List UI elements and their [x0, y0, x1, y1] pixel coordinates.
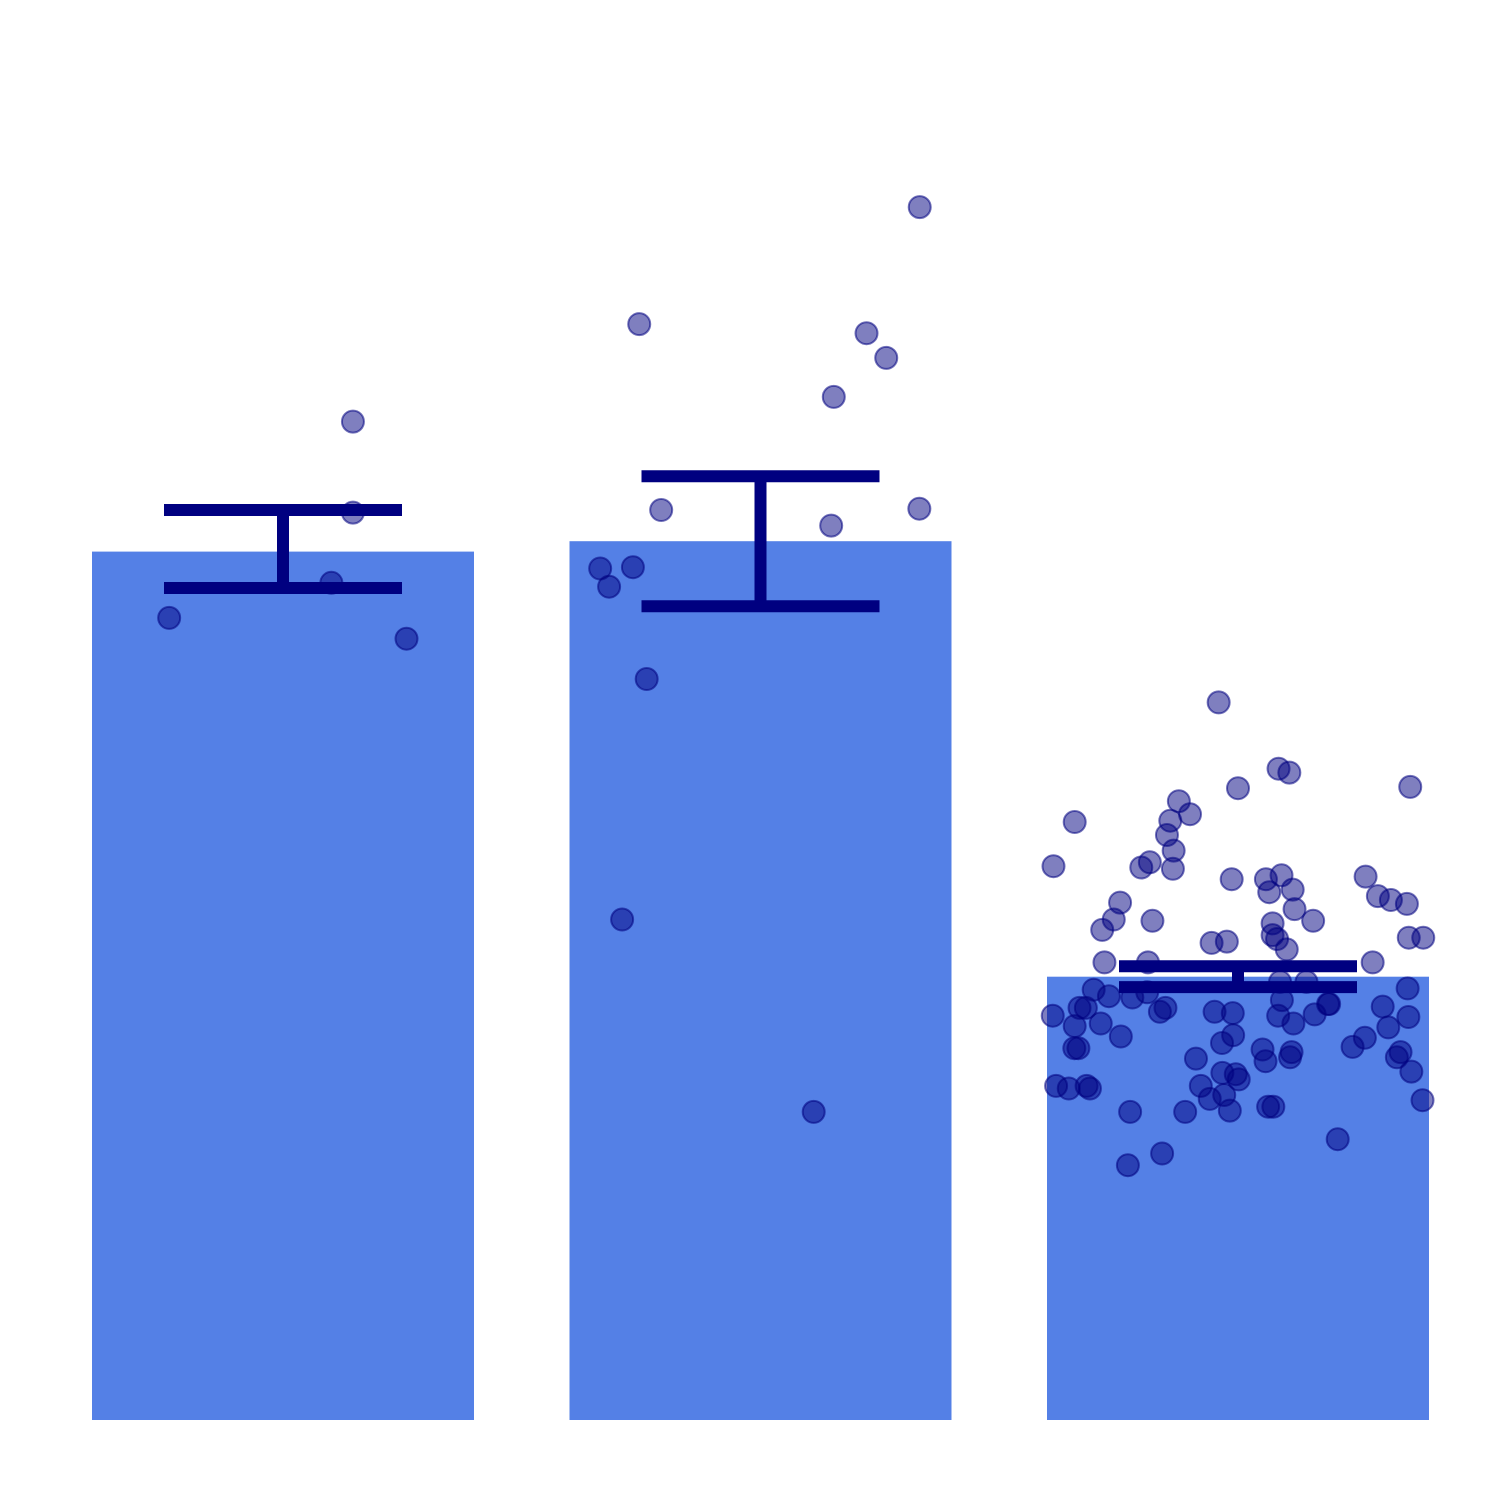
data-point [1278, 1045, 1303, 1070]
bars-layer [92, 541, 1429, 1420]
data-point [1178, 802, 1203, 827]
data-point [1325, 1127, 1350, 1152]
data-point [1073, 995, 1098, 1020]
data-point [1096, 984, 1121, 1009]
data-point [620, 555, 645, 580]
data-point [1062, 1014, 1087, 1039]
data-point [1202, 999, 1227, 1024]
data-point [394, 626, 419, 651]
data-point [1410, 1088, 1435, 1113]
data-point [1160, 856, 1185, 881]
data-point [634, 667, 659, 691]
data-point [1396, 1005, 1421, 1029]
data-point [1226, 776, 1250, 801]
data-point [1040, 1003, 1065, 1028]
data-point [1153, 995, 1178, 1020]
data-point [1140, 908, 1165, 933]
data-point [1214, 929, 1239, 954]
data-point [1388, 1040, 1413, 1065]
data-point [1398, 774, 1423, 799]
data-point [1253, 1049, 1278, 1074]
data-point [597, 574, 622, 599]
data-point [1226, 1067, 1251, 1092]
data-point [1120, 985, 1145, 1010]
data-point [819, 513, 844, 538]
data-point [801, 1099, 826, 1124]
data-point [1274, 937, 1299, 962]
data-point [1301, 908, 1326, 933]
data-point [1066, 1036, 1091, 1061]
data-point [1340, 1034, 1365, 1059]
data-point [1411, 925, 1436, 950]
data-point [1210, 1031, 1235, 1055]
error-bar-2 [641, 470, 880, 613]
data-point [1077, 1076, 1102, 1101]
data-point [1129, 855, 1154, 880]
data-point [1115, 1153, 1140, 1178]
data-point [821, 384, 846, 409]
data-point [1257, 880, 1282, 905]
data-point [340, 500, 365, 525]
data-point [854, 321, 879, 346]
data-point [1183, 1046, 1208, 1071]
data-point [907, 195, 932, 220]
data-point [1256, 1094, 1281, 1119]
data-point [1062, 810, 1087, 834]
data-point [1206, 690, 1231, 715]
data-point [1360, 950, 1385, 975]
data-point [1219, 867, 1244, 892]
points-layer [157, 195, 1436, 1178]
data-point [1041, 854, 1066, 879]
data-point [1090, 917, 1115, 942]
data-point [1282, 897, 1307, 922]
data-point [1399, 1059, 1424, 1084]
data-point [1395, 976, 1420, 1001]
data-point [340, 409, 365, 434]
data-point [1118, 1099, 1143, 1124]
data-point [1088, 1011, 1113, 1036]
data-point [1394, 891, 1419, 916]
data-point [1353, 864, 1378, 889]
data-point [874, 345, 899, 370]
data-point [1294, 969, 1319, 994]
data-point [1135, 950, 1160, 975]
data-point [610, 907, 635, 932]
bar-2 [569, 541, 952, 1420]
data-point [1281, 1011, 1306, 1036]
bar-1 [92, 551, 474, 1420]
data-point [1108, 1024, 1133, 1049]
data-point [1092, 950, 1117, 975]
data-point [907, 496, 932, 521]
bar-3 [1047, 976, 1429, 1420]
data-point [1277, 760, 1302, 785]
data-point [1150, 1141, 1175, 1166]
data-point [627, 312, 652, 337]
data-point [1376, 1015, 1401, 1040]
data-point [649, 498, 674, 522]
data-point [319, 570, 344, 595]
data-point [157, 605, 182, 630]
data-point [1217, 1098, 1242, 1123]
data-point [1370, 994, 1395, 1019]
data-point [1302, 1002, 1327, 1027]
data-point [1173, 1099, 1198, 1124]
